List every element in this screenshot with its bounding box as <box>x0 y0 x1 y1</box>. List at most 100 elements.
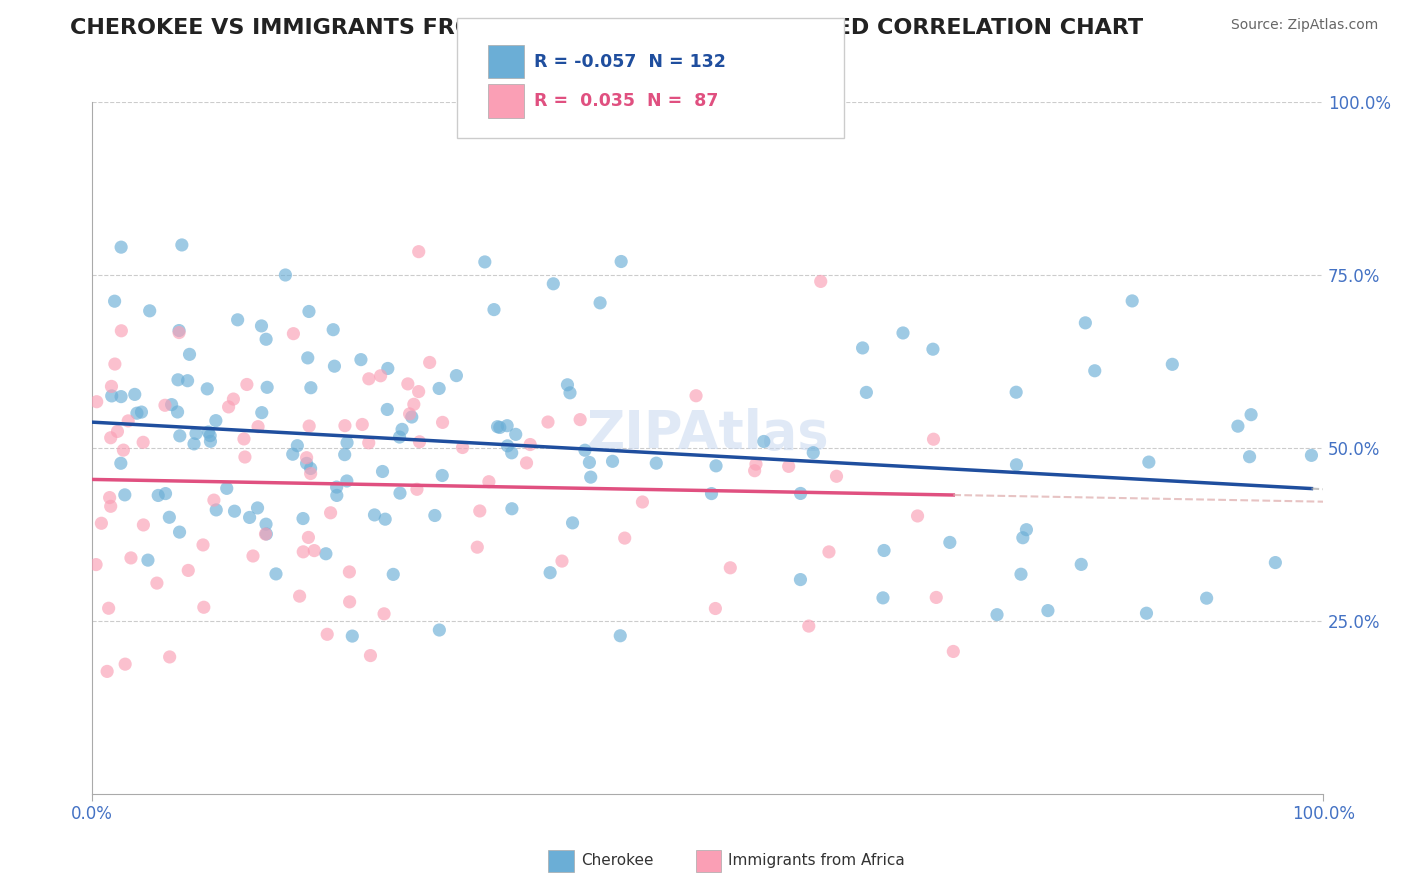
Point <box>177 563 200 577</box>
Point <box>288 589 311 603</box>
Point <box>579 470 602 484</box>
Point <box>200 434 222 449</box>
Point <box>1005 385 1028 400</box>
Point <box>1240 408 1263 422</box>
Point <box>96 665 118 679</box>
Point <box>254 517 277 532</box>
Point <box>90 516 112 531</box>
Point <box>704 601 727 615</box>
Point <box>339 595 361 609</box>
Point <box>138 303 160 318</box>
Point <box>427 381 450 395</box>
Point <box>427 623 450 637</box>
Text: CHEROKEE VS IMMIGRANTS FROM AFRICA CURRENTLY MARRIED CORRELATION CHART: CHEROKEE VS IMMIGRANTS FROM AFRICA CURRE… <box>70 18 1143 37</box>
Point <box>274 268 297 282</box>
Point <box>610 254 633 268</box>
Point <box>432 416 454 430</box>
Point <box>292 545 315 559</box>
Point <box>159 649 181 664</box>
Point <box>569 412 592 426</box>
Point <box>191 538 214 552</box>
Point <box>685 389 707 403</box>
Point <box>1137 455 1160 469</box>
Point <box>704 458 727 473</box>
Point <box>297 351 319 365</box>
Point <box>1264 556 1286 570</box>
Point <box>406 483 429 497</box>
Point <box>100 389 122 403</box>
Point <box>124 387 146 401</box>
Point <box>1036 604 1059 618</box>
Point <box>264 566 287 581</box>
Point <box>205 503 228 517</box>
Point <box>609 629 631 643</box>
Point <box>285 439 308 453</box>
Point <box>304 543 326 558</box>
Point <box>602 454 624 468</box>
Point <box>388 430 411 444</box>
Point <box>281 447 304 461</box>
Point <box>357 435 380 450</box>
Point <box>474 255 496 269</box>
Point <box>446 368 468 383</box>
Point <box>350 352 373 367</box>
Point <box>222 392 245 406</box>
Point <box>363 508 385 522</box>
Point <box>1005 458 1028 472</box>
Point <box>86 394 108 409</box>
Point <box>84 558 107 572</box>
Point <box>322 323 344 337</box>
Point <box>233 450 256 464</box>
Point <box>515 456 537 470</box>
Point <box>891 326 914 340</box>
Point <box>797 619 820 633</box>
Point <box>132 518 155 533</box>
Point <box>107 425 129 439</box>
Point <box>198 428 221 442</box>
Text: ZIPAtlas: ZIPAtlas <box>586 408 830 459</box>
Point <box>377 361 399 376</box>
Point <box>451 441 474 455</box>
Point <box>295 450 318 465</box>
Point <box>215 481 238 495</box>
Point <box>501 501 523 516</box>
Point <box>852 341 875 355</box>
Point <box>250 318 273 333</box>
Point <box>97 601 120 615</box>
Point <box>110 324 132 338</box>
Point <box>398 407 420 421</box>
Point <box>117 414 139 428</box>
Point <box>465 540 488 554</box>
Point <box>374 512 396 526</box>
Point <box>110 390 132 404</box>
Point <box>254 527 277 541</box>
Point <box>298 419 321 434</box>
Text: Cherokee: Cherokee <box>581 854 654 868</box>
Point <box>388 486 411 500</box>
Point <box>370 368 392 383</box>
Point <box>292 511 315 525</box>
Point <box>501 446 523 460</box>
Point <box>408 434 430 449</box>
Point <box>1011 531 1033 545</box>
Point <box>342 629 364 643</box>
Point <box>226 313 249 327</box>
Point <box>561 516 583 530</box>
Point <box>419 355 441 369</box>
Point <box>1010 567 1032 582</box>
Point <box>155 486 177 500</box>
Point <box>574 443 596 458</box>
Point <box>371 465 394 479</box>
Point <box>818 545 841 559</box>
Point <box>373 607 395 621</box>
Point <box>1084 364 1107 378</box>
Point <box>337 565 360 579</box>
Point <box>120 550 142 565</box>
Point <box>153 398 176 412</box>
Text: R = -0.057  N = 132: R = -0.057 N = 132 <box>534 53 725 70</box>
Point <box>325 480 347 494</box>
Point <box>375 402 398 417</box>
Point <box>872 591 894 605</box>
Point <box>254 527 277 541</box>
Point <box>326 488 349 502</box>
